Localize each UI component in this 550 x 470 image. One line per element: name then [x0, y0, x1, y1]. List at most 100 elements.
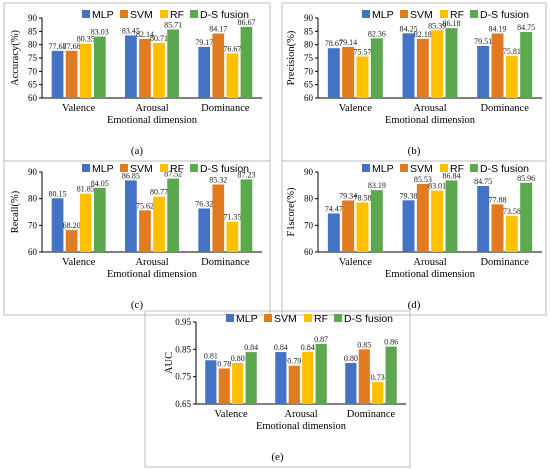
- bar-svm-dominance: [212, 184, 225, 252]
- panel-caption: (e): [271, 451, 284, 463]
- data-label: 85.96: [517, 174, 535, 183]
- data-label: 73.58: [503, 207, 521, 216]
- x-tick-label: Arousal: [413, 257, 446, 268]
- y-tick-label: 65: [28, 80, 38, 90]
- y-tick-label: 90: [28, 167, 38, 177]
- bar-d-s-fusion-arousal: [445, 28, 458, 98]
- y-tick-label: 60: [304, 247, 314, 257]
- x-axis-label: Emotional dimension: [385, 115, 476, 126]
- legend-label: SVM: [274, 313, 297, 325]
- data-label: 84.17: [209, 25, 227, 34]
- data-label: 83.01: [428, 182, 446, 191]
- y-tick-label: 0.95: [175, 317, 191, 327]
- data-label: 86.84: [443, 171, 461, 180]
- x-axis-label: Emotional dimension: [256, 421, 347, 432]
- chart-panel-b: 60 65 70 75 80 85 90 Precision(%) 78.6779.1475.5…: [281, 2, 547, 162]
- legend: MLP SVM RF D-S fusion: [362, 9, 529, 21]
- legend-swatch: [190, 10, 198, 18]
- legend-label: MLP: [372, 163, 394, 175]
- legend: MLP SVM RF D-S fusion: [82, 163, 249, 175]
- y-axis-label: Recall(%): [10, 190, 21, 233]
- x-tick-label: Valence: [339, 257, 373, 268]
- panel-caption: (d): [408, 299, 421, 311]
- y-tick-label: 75: [28, 53, 38, 63]
- bar-rf-dominance: [372, 382, 384, 404]
- panel-frame: [144, 310, 411, 468]
- panel-caption: (b): [408, 145, 421, 157]
- legend: MLP SVM RF D-S fusion: [226, 313, 393, 325]
- bar-rf-arousal: [153, 196, 165, 252]
- y-tick-label: 80: [28, 40, 38, 50]
- x-tick-label: Dominance: [480, 103, 529, 114]
- bar-mlp-arousal: [125, 180, 137, 252]
- x-tick-label: Arousal: [284, 409, 317, 420]
- legend-swatch: [470, 10, 478, 18]
- data-label: 0.79: [287, 357, 301, 366]
- y-tick-label: 65: [304, 80, 314, 90]
- data-label: 75.62: [136, 201, 154, 210]
- bar-rf-valence: [79, 43, 92, 98]
- bar-d-s-fusion-arousal: [445, 180, 458, 252]
- legend-swatch: [440, 164, 448, 172]
- bar-d-s-fusion-dominance: [520, 32, 533, 98]
- bar-mlp-arousal: [402, 33, 415, 99]
- data-label: 84.75: [474, 177, 492, 186]
- bar-d-s-fusion-dominance: [520, 182, 533, 252]
- legend-label: RF: [314, 313, 328, 325]
- x-tick-label: Dominance: [347, 409, 396, 420]
- bar-rf-arousal: [431, 30, 444, 98]
- data-label: 84.05: [91, 179, 109, 188]
- bar-svm-valence: [65, 50, 78, 98]
- data-label: 0.73: [371, 373, 385, 382]
- bar-d-s-fusion-valence: [245, 352, 257, 404]
- y-tick-label: 80: [28, 194, 38, 204]
- bar-d-s-fusion-arousal: [167, 178, 179, 252]
- data-label: 80.71: [150, 34, 168, 43]
- x-axis-label: Emotional dimension: [385, 269, 476, 280]
- bar-mlp-valence: [51, 50, 64, 98]
- data-label: 84.25: [399, 24, 417, 33]
- bar-rf-dominance: [226, 221, 239, 252]
- bar-svm-dominance: [358, 349, 370, 404]
- data-label: 79.51: [474, 37, 492, 46]
- bar-d-s-fusion-valence: [93, 36, 106, 98]
- data-label: 0.84: [274, 343, 288, 352]
- bar-rf-arousal: [153, 42, 165, 98]
- y-tick-label: 0.75: [175, 372, 191, 382]
- x-tick-label: Dominance: [201, 103, 250, 114]
- bar-svm-valence: [218, 368, 230, 404]
- bar-svm-arousal: [416, 38, 429, 98]
- bar-svm-dominance: [491, 33, 504, 98]
- data-label: 85.39: [428, 21, 446, 30]
- data-label: 86.85: [122, 171, 140, 180]
- y-axis-label: Accuracy(%): [10, 30, 21, 86]
- data-label: 76.32: [195, 199, 213, 208]
- bar-mlp-dominance: [198, 46, 211, 98]
- bar-mlp-arousal: [125, 35, 137, 98]
- legend-swatch: [160, 10, 168, 18]
- bar-svm-arousal: [288, 365, 300, 404]
- data-label: 84.75: [517, 23, 535, 32]
- y-tick-label: 90: [28, 13, 38, 23]
- bar-rf-dominance: [505, 215, 518, 252]
- legend-label: RF: [170, 9, 184, 21]
- x-tick-label: Dominance: [201, 257, 250, 268]
- y-tick-label: 60: [304, 93, 314, 103]
- data-label: 82.36: [368, 29, 386, 38]
- bar-d-s-fusion-arousal: [315, 343, 327, 404]
- y-tick-label: 70: [304, 66, 314, 76]
- data-label: 71.35: [223, 213, 241, 222]
- x-axis-label: Emotional dimension: [107, 269, 198, 280]
- bar-rf-dominance: [505, 55, 518, 98]
- data-label: 83.19: [368, 181, 386, 190]
- data-label: 83.03: [91, 28, 109, 37]
- legend-swatch: [362, 10, 370, 18]
- legend-label: RF: [450, 9, 464, 21]
- legend-label: MLP: [372, 9, 394, 21]
- data-label: 80.35: [77, 35, 95, 44]
- legend-swatch: [362, 164, 370, 172]
